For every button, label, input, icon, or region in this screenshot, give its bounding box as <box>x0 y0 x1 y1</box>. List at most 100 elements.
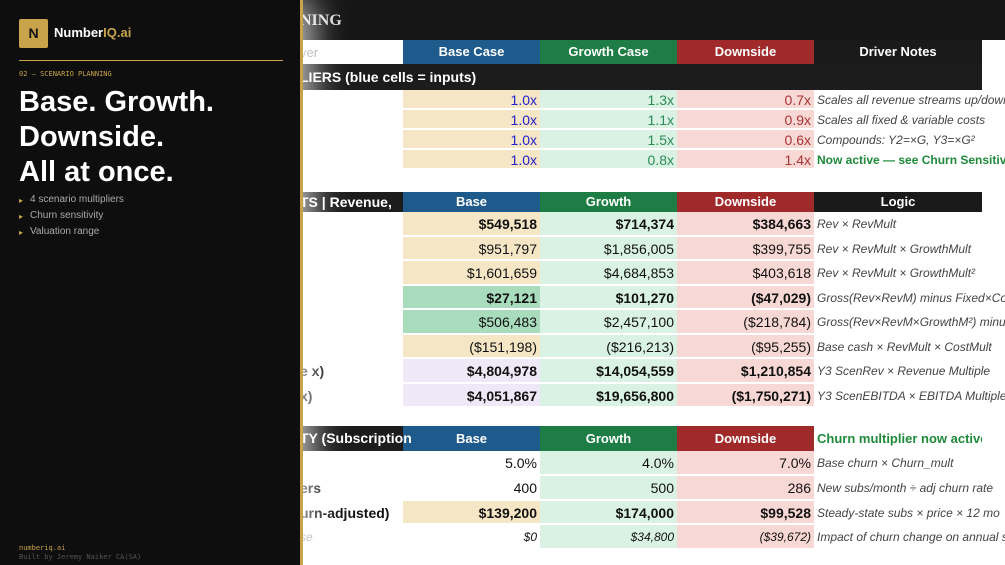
cell: $1,210,854 <box>677 359 814 383</box>
column-header: Growth <box>540 426 677 451</box>
cell: $403,618 <box>677 261 814 285</box>
note: Rev × RevMult × GrowthMult <box>817 241 972 256</box>
cell: $1,601,659 <box>403 261 540 285</box>
note: Now active — see Churn Sensitivity <box>817 153 1005 167</box>
column-header: Growth <box>540 192 677 212</box>
cell: $19,656,800 <box>540 383 677 407</box>
cell: $506,483 <box>403 310 540 334</box>
cell: 1.1x <box>540 110 677 129</box>
cell: 1.0x <box>403 90 540 109</box>
brand-accent: IQ.ai <box>103 25 132 40</box>
column-header: Base Case <box>403 40 540 64</box>
sidebar: N NumberIQ.ai 02 — SCENARIO PLANNING num… <box>0 0 303 565</box>
bullet: Churn sensitivity <box>30 210 104 221</box>
cell: 500 <box>540 475 677 500</box>
cell: 1.3x <box>540 90 677 109</box>
cell: 400 <box>403 475 540 500</box>
note: Impact of churn change on annual s <box>817 530 1005 545</box>
headline-line: All at once. <box>19 156 174 188</box>
note: Gross(Rev×RevM×GrowthM²) minus <box>817 315 1005 329</box>
row-label: e x) <box>300 363 325 379</box>
logo: N <box>19 19 48 48</box>
cell: $4,804,978 <box>403 359 540 383</box>
cell: $139,200 <box>403 500 540 525</box>
section-title: TS | Revenue, <box>300 194 392 210</box>
note: Gross(Rev×RevM) minus Fixed×CostM <box>817 290 1005 305</box>
column-header: Growth Case <box>540 40 677 64</box>
footer-credit: Built by Jeremy Naiker CA(SA) <box>19 553 142 561</box>
headline-line: Downside. <box>19 121 165 153</box>
cell: $399,755 <box>677 236 814 260</box>
cell: $34,800 <box>540 525 677 550</box>
cell: 0.7x <box>677 90 814 109</box>
cell: $714,374 <box>540 212 677 236</box>
note: New subs/month ÷ adj churn rate <box>817 480 994 495</box>
cell: 7.0% <box>677 451 814 475</box>
row-label: urn-adjusted) <box>300 504 390 521</box>
note: Rev × RevMult × GrowthMult² <box>817 266 976 280</box>
cell: 1.0x <box>403 150 540 169</box>
cell: ($95,255) <box>677 334 814 358</box>
column-header: Downside <box>677 192 814 212</box>
row-label: se <box>300 530 313 545</box>
column-header: Logic <box>814 192 982 212</box>
section-header <box>300 192 403 212</box>
cell: 4.0% <box>540 451 677 475</box>
cell: $101,270 <box>540 285 677 309</box>
column-header: Base <box>403 192 540 212</box>
cell: 5.0% <box>403 451 540 475</box>
cell: $14,054,559 <box>540 359 677 383</box>
cell: $951,797 <box>403 236 540 260</box>
cell: $174,000 <box>540 500 677 525</box>
cell: ($39,672) <box>677 525 814 550</box>
note: Scales all revenue streams up/down <box>817 93 1005 107</box>
note: Steady-state subs × price × 12 mo <box>817 505 1000 520</box>
note: Y3 ScenEBITDA × EBITDA Multiple <box>817 388 1005 403</box>
section-header <box>300 426 403 451</box>
section-header <box>300 64 982 90</box>
bullet-marker: ▸ <box>19 212 24 221</box>
cell: $1,856,005 <box>540 236 677 260</box>
cell: ($1,750,271) <box>677 383 814 407</box>
cell: ($47,029) <box>677 285 814 309</box>
section-title: TY (Subscription <box>300 430 412 446</box>
cell: 1.5x <box>540 130 677 149</box>
cell: $549,518 <box>403 212 540 236</box>
bullet: Valuation range <box>30 226 100 237</box>
cell: 1.0x <box>403 110 540 129</box>
cell: 0.9x <box>677 110 814 129</box>
cell: 1.4x <box>677 150 814 169</box>
header-label: ver <box>300 45 319 60</box>
cell: $27,121 <box>403 285 540 309</box>
column-header: Driver Notes <box>814 40 982 64</box>
brand: NumberIQ.ai <box>54 25 131 40</box>
section-label: 02 — SCENARIO PLANNING <box>19 70 112 78</box>
sheet-title: NING <box>300 12 342 29</box>
bullet: 4 scenario multipliers <box>30 194 124 205</box>
column-header: Downside <box>677 426 814 451</box>
brand-name: Number <box>54 25 104 40</box>
note: Y3 ScenRev × Revenue Multiple <box>817 364 991 378</box>
cell: 0.6x <box>677 130 814 149</box>
note: Base cash × RevMult × CostMult <box>817 339 992 354</box>
column-header: Churn multiplier now active <box>814 426 982 451</box>
headline-line: Base. Growth. <box>19 86 214 118</box>
note: Rev × RevMult <box>817 217 897 231</box>
cell: $4,684,853 <box>540 261 677 285</box>
cell: ($151,198) <box>403 334 540 358</box>
bullet-marker: ▸ <box>19 228 24 237</box>
cell: $0 <box>403 525 540 550</box>
divider <box>19 60 283 61</box>
cell: ($218,784) <box>677 310 814 334</box>
cell: ($216,213) <box>540 334 677 358</box>
cell: 0.8x <box>540 150 677 169</box>
bullet-marker: ▸ <box>19 196 24 205</box>
note: Compounds: Y2=×G, Y3=×G² <box>817 133 975 147</box>
section-title: LIERS (blue cells = inputs) <box>300 69 477 85</box>
column-header: Base <box>403 426 540 451</box>
column-header: Downside <box>677 40 814 64</box>
row-label: ers <box>300 479 322 496</box>
cell: 1.0x <box>403 130 540 149</box>
cell: $4,051,867 <box>403 383 540 407</box>
